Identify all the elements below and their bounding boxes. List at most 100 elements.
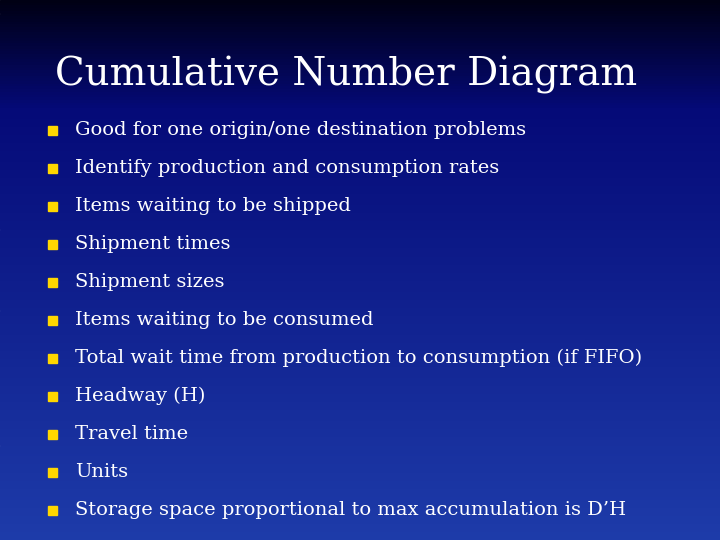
Bar — [0, 54, 720, 57]
Bar — [0, 324, 720, 327]
Bar — [0, 0, 720, 3]
Bar — [0, 375, 720, 378]
Bar — [0, 400, 720, 402]
Bar — [0, 308, 720, 310]
Bar — [0, 165, 720, 167]
Bar — [0, 8, 720, 11]
Bar — [0, 57, 720, 59]
Bar — [0, 483, 720, 486]
Bar — [0, 22, 720, 24]
Bar — [0, 491, 720, 494]
Bar — [0, 472, 720, 475]
Bar — [0, 216, 720, 219]
Bar — [0, 286, 720, 289]
Text: Shipment times: Shipment times — [75, 235, 230, 253]
Bar — [0, 132, 720, 135]
Bar — [0, 178, 720, 181]
Bar — [0, 246, 720, 248]
Bar — [0, 84, 720, 86]
Bar — [48, 240, 56, 248]
Bar — [0, 297, 720, 300]
Bar — [0, 81, 720, 84]
Bar — [0, 513, 720, 516]
Bar — [0, 410, 720, 413]
Bar — [0, 373, 720, 375]
Text: Items waiting to be consumed: Items waiting to be consumed — [75, 311, 374, 329]
Bar — [0, 494, 720, 497]
Bar — [0, 408, 720, 410]
Bar — [0, 535, 720, 537]
Bar — [0, 319, 720, 321]
Bar — [0, 254, 720, 256]
Bar — [0, 170, 720, 173]
Bar — [0, 221, 720, 224]
Bar — [0, 97, 720, 100]
Bar — [0, 443, 720, 445]
Bar — [0, 43, 720, 46]
Bar — [0, 127, 720, 130]
Bar — [0, 213, 720, 216]
Text: Good for one origin/one destination problems: Good for one origin/one destination prob… — [75, 121, 526, 139]
Text: Total wait time from production to consumption (if FIFO): Total wait time from production to consu… — [75, 349, 642, 367]
Bar — [0, 392, 720, 394]
Bar — [0, 116, 720, 119]
Bar — [0, 62, 720, 65]
Bar — [0, 248, 720, 251]
Bar — [0, 130, 720, 132]
Bar — [0, 278, 720, 281]
Bar — [0, 86, 720, 89]
Bar — [48, 354, 56, 362]
Bar — [0, 100, 720, 103]
Bar — [0, 456, 720, 459]
Bar — [0, 243, 720, 246]
Bar — [0, 338, 720, 340]
Bar — [0, 524, 720, 526]
Bar — [0, 70, 720, 73]
Bar — [0, 440, 720, 443]
Bar — [0, 367, 720, 370]
Bar — [0, 162, 720, 165]
Bar — [0, 157, 720, 159]
Bar — [0, 378, 720, 381]
Bar — [0, 65, 720, 68]
Bar — [0, 262, 720, 265]
Bar — [0, 270, 720, 273]
Bar — [0, 103, 720, 105]
Bar — [0, 421, 720, 424]
Bar — [0, 186, 720, 189]
Bar — [0, 124, 720, 127]
Bar — [48, 392, 56, 401]
Bar — [0, 119, 720, 122]
Bar — [0, 316, 720, 319]
Bar — [0, 238, 720, 240]
Bar — [0, 224, 720, 227]
Bar — [0, 49, 720, 51]
Bar — [0, 446, 720, 448]
Bar — [0, 364, 720, 367]
Bar — [0, 351, 720, 354]
Bar — [0, 235, 720, 238]
Bar — [0, 138, 720, 140]
Bar — [0, 197, 720, 200]
Bar — [0, 381, 720, 383]
Bar — [0, 402, 720, 405]
Bar — [0, 51, 720, 54]
Text: Units: Units — [75, 463, 128, 481]
Text: Headway (H): Headway (H) — [75, 387, 205, 405]
Bar — [0, 313, 720, 316]
Bar — [0, 386, 720, 389]
Bar — [0, 343, 720, 346]
Bar — [0, 89, 720, 92]
Bar — [0, 189, 720, 192]
Bar — [0, 76, 720, 78]
Bar — [0, 3, 720, 5]
Bar — [0, 429, 720, 432]
Bar — [0, 211, 720, 213]
Bar — [0, 526, 720, 529]
Bar — [0, 265, 720, 267]
Bar — [0, 154, 720, 157]
Bar — [0, 354, 720, 356]
Bar — [0, 173, 720, 176]
Bar — [0, 478, 720, 481]
Bar — [0, 362, 720, 364]
